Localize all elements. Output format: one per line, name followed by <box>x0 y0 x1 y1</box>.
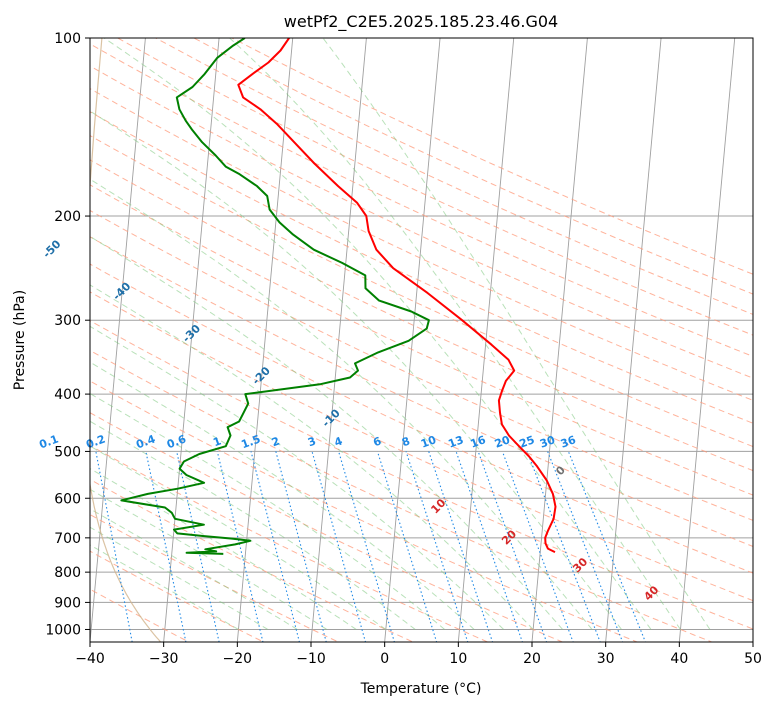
isotherm-line <box>310 38 367 642</box>
axes: −40 −30 −20 −10 0 10 20 30 40 5010020030040050060… <box>45 31 762 667</box>
moist-adiabat-line <box>90 361 475 630</box>
dry-adiabat-line <box>90 209 753 521</box>
isotherm-line <box>531 38 588 642</box>
moist-adiabat-line <box>90 420 416 630</box>
moist-adiabat-line <box>90 508 298 630</box>
y-tick-label: 200 <box>54 209 81 225</box>
x-tick-label: −40 <box>75 651 105 667</box>
mixing-ratio-label: 16 <box>469 433 488 451</box>
mixing-ratio-label: 3 <box>306 435 318 450</box>
moist-adiabat-line <box>90 445 387 630</box>
mixing-ratio-label: 1.5 <box>239 433 262 452</box>
dry-adiabat-line <box>90 412 564 642</box>
mixing-ratio-line <box>405 451 469 642</box>
moist-adiabat-line <box>229 38 681 630</box>
x-axis-title: Temperature (°C) <box>360 681 482 697</box>
moist-adiabat-line <box>103 38 652 630</box>
dry-adiabat-line <box>90 550 265 642</box>
mixing-ratio-line <box>547 451 624 642</box>
moist-adiabat-line <box>90 178 593 630</box>
x-tick-label: −30 <box>149 651 179 667</box>
dry-adiabat-line <box>90 43 753 357</box>
isotherm-line <box>90 38 146 642</box>
background-lines <box>90 38 753 642</box>
mixing-ratio-label: 4 <box>333 434 345 449</box>
y-tick-label: 500 <box>54 444 81 460</box>
mixing-ratio-label: 20 <box>493 433 512 451</box>
dry-adiabat-line <box>90 444 489 642</box>
x-tick-label: −20 <box>223 651 253 667</box>
y-tick-label: 300 <box>54 313 81 329</box>
x-tick-label: −10 <box>296 651 326 667</box>
mixing-ratio-label: 36 <box>559 433 578 451</box>
dry-adiabat-line <box>90 159 753 472</box>
mixing-ratio-label: 13 <box>446 433 465 450</box>
y-tick-label: 900 <box>54 595 81 611</box>
y-tick-label: 800 <box>54 565 81 581</box>
mixing-ratio-label: 0.6 <box>165 432 188 451</box>
plot-frame <box>89 37 754 643</box>
mixing-ratio-label: 30 <box>538 433 557 451</box>
mixing-ratio-line <box>250 451 300 642</box>
moist-adiabat-line <box>90 110 622 630</box>
dry-adiabat-line <box>90 88 753 401</box>
y-tick-label: 100 <box>54 31 81 47</box>
mixing-ratio-line <box>311 451 367 642</box>
moist-adiabat-line <box>90 325 505 630</box>
y-axis-title: Pressure (hPa) <box>12 290 28 390</box>
mixing-ratio-label: 1 <box>211 435 223 450</box>
dry-adiabat-line <box>90 588 190 642</box>
dry-adiabat-line <box>90 380 639 642</box>
x-tick-label: 50 <box>744 651 762 667</box>
mixing-ratio-label: 0.4 <box>134 432 157 451</box>
isotherm-line <box>236 38 294 642</box>
isotherm-line <box>678 38 736 642</box>
chart-title: wetPf2_C2E5.2025.185.23.46.G04 <box>284 12 558 32</box>
moist-adiabat-line <box>90 235 563 630</box>
x-tick-label: 20 <box>523 651 541 667</box>
dry-adiabat-line <box>90 478 415 642</box>
dewpoint-profile-line <box>120 38 430 555</box>
isotherm-line <box>163 38 220 642</box>
temperature-profile-line <box>237 38 557 553</box>
mixing-ratio-line <box>145 451 187 642</box>
dry-adiabat-line <box>117 38 753 336</box>
x-tick-label: 10 <box>449 651 467 667</box>
isotherm-line <box>605 38 662 642</box>
moist-adiabat-line <box>90 544 239 630</box>
moist-adiabat-line <box>90 284 534 630</box>
mixing-ratio-label: 2 <box>270 435 282 450</box>
dry-adiabat-line <box>193 38 753 295</box>
mixing-ratio-line <box>275 451 327 642</box>
y-tick-label: 700 <box>54 531 81 547</box>
mixing-ratio-label: 6 <box>371 434 383 449</box>
y-tick-label: 400 <box>54 387 81 403</box>
dry-adiabat-line <box>90 236 753 547</box>
moist-adiabat-line <box>90 392 446 630</box>
mixing-ratio-line <box>567 451 647 642</box>
moist-adiabat-line <box>90 526 269 630</box>
mixing-ratio-label: 0.1 <box>37 433 60 452</box>
mixing-ratio-label: 8 <box>400 435 412 450</box>
dry-adiabat-line <box>90 349 714 642</box>
mixing-ratio-line <box>526 451 601 642</box>
mixing-ratio-line <box>376 451 438 642</box>
y-tick-label: 1000 <box>45 622 81 638</box>
y-tick-label: 600 <box>54 491 81 507</box>
x-tick-label: 40 <box>670 651 688 667</box>
x-tick-label: 30 <box>597 651 615 667</box>
profile-series <box>120 38 557 555</box>
x-tick-label: 0 <box>380 651 389 667</box>
tan-reference-curve <box>90 38 162 642</box>
mixing-ratio-label: 25 <box>518 433 537 450</box>
moist-adiabat-line <box>322 38 711 630</box>
mixing-ratio-label: 10 <box>419 433 438 451</box>
mixing-ratio-line <box>216 451 264 642</box>
mixing-ratio-line <box>176 451 220 642</box>
